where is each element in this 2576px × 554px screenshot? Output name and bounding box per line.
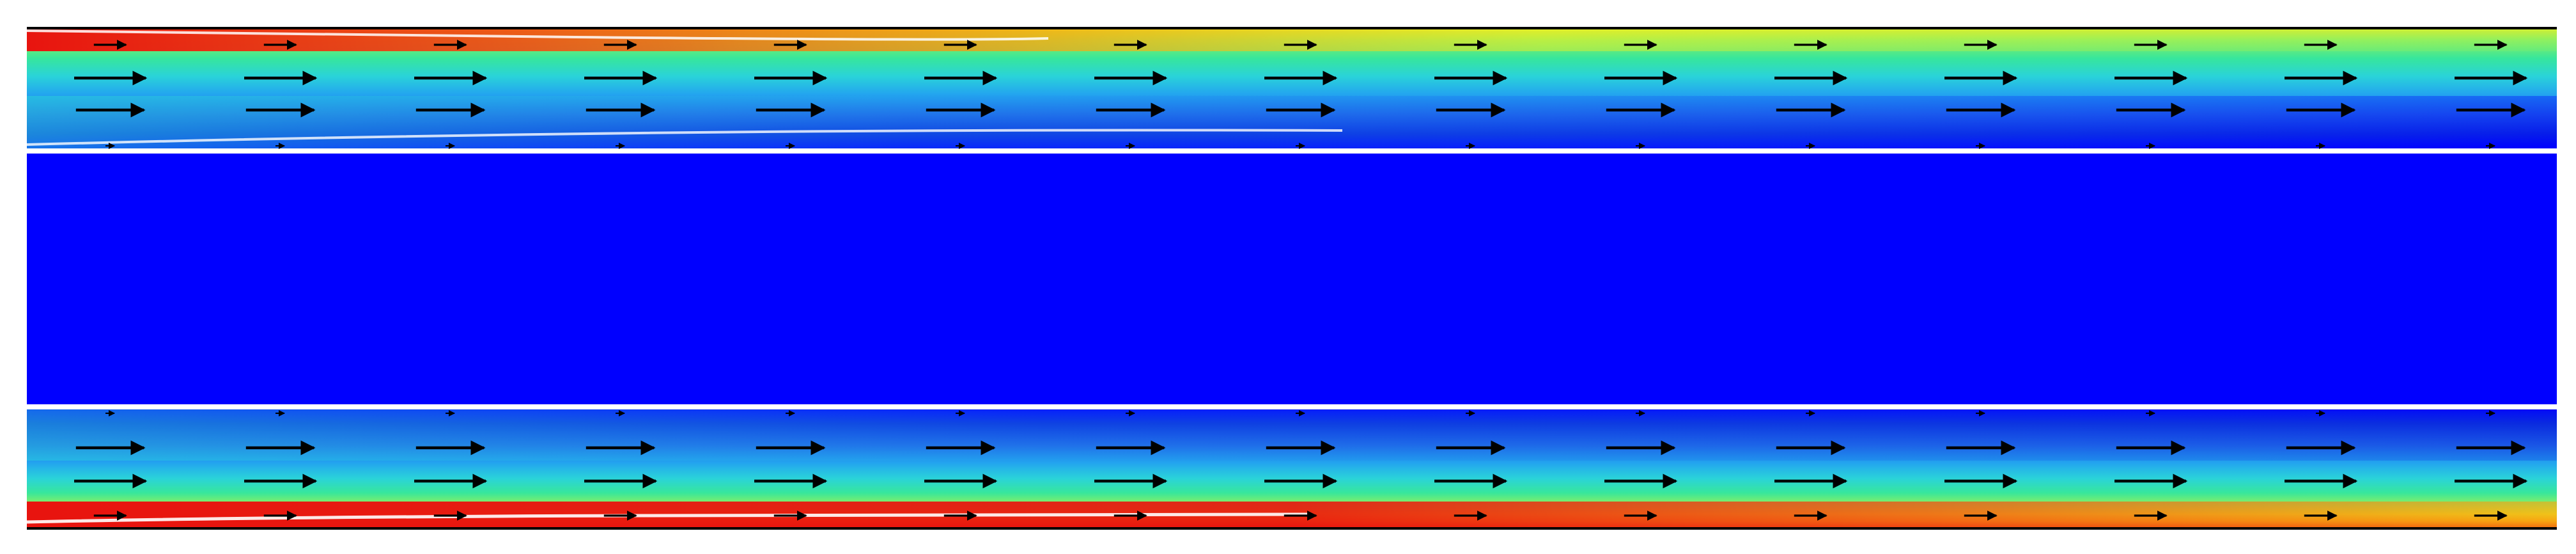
- velocity-arrows: [74, 40, 2528, 521]
- bottom-streak-line: [26, 512, 1311, 524]
- top-channel-wall-band: [27, 28, 2557, 51]
- top-inner-streak-line: [26, 129, 1343, 146]
- lower-gap: [27, 404, 2557, 409]
- bottom-channel: [26, 409, 2557, 530]
- bottom-channel-core-band: [27, 409, 2557, 461]
- upper-gap: [27, 148, 2557, 154]
- top-channel: [26, 27, 2557, 148]
- top-streak-line: [26, 29, 1049, 41]
- top-channel-core-band: [27, 96, 2557, 148]
- core-region: [27, 154, 2557, 404]
